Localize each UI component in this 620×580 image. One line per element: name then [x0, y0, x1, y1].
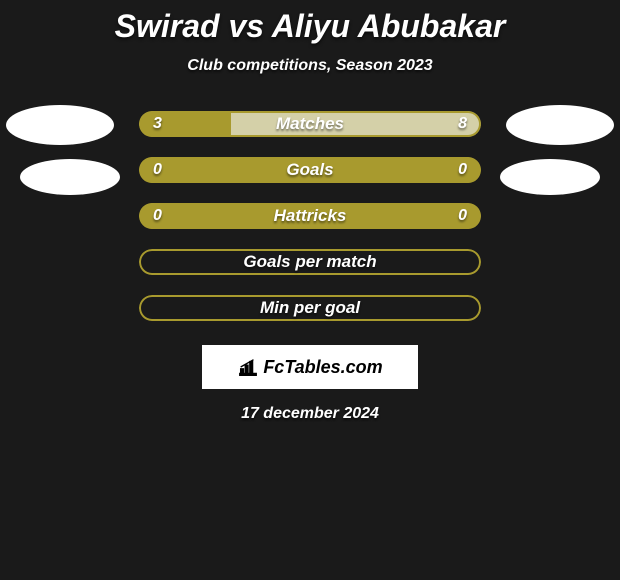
infographic-container: Swirad vs Aliyu Abubakar Club competitio… [0, 0, 620, 423]
subtitle: Club competitions, Season 2023 [0, 57, 620, 75]
chart-icon [237, 356, 259, 378]
player-left-avatar-1 [6, 105, 114, 145]
stat-label: Hattricks [139, 206, 481, 226]
date-text: 17 december 2024 [0, 405, 620, 423]
player-left-avatar-2 [20, 159, 120, 195]
stat-row: Min per goal [139, 295, 481, 321]
stat-row: 00Goals [139, 157, 481, 183]
player-right-avatar-1 [506, 105, 614, 145]
page-title: Swirad vs Aliyu Abubakar [0, 8, 620, 45]
stat-bars: 38Matches 00Goals 00Hattricks Goals per mat… [139, 111, 481, 321]
stat-label: Goals [139, 160, 481, 180]
stats-area: 38Matches 00Goals 00Hattricks Goals per mat… [0, 111, 620, 321]
logo-box: FcTables.com [202, 345, 418, 389]
stat-label: Matches [139, 114, 481, 134]
player-right-avatar-2 [500, 159, 600, 195]
stat-row: 38Matches [139, 111, 481, 137]
stat-label: Goals per match [139, 252, 481, 272]
stat-row: Goals per match [139, 249, 481, 275]
stat-label: Min per goal [139, 298, 481, 318]
stat-row: 00Hattricks [139, 203, 481, 229]
logo-text: FcTables.com [263, 357, 382, 378]
